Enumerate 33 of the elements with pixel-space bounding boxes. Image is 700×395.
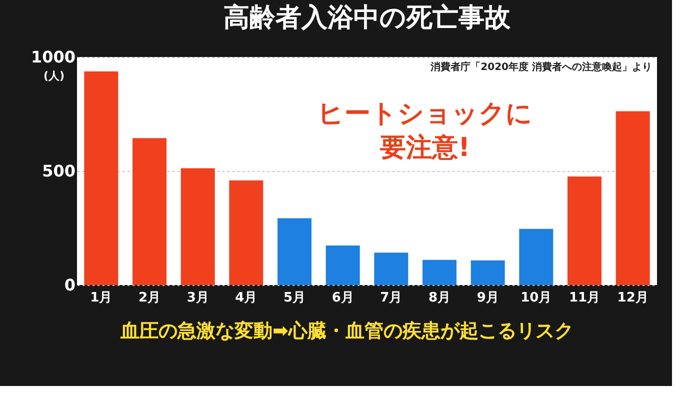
bar xyxy=(519,228,554,285)
bar xyxy=(229,180,264,285)
x-tick-label: 1月 xyxy=(90,290,112,306)
x-tick-label: 4月 xyxy=(235,290,258,306)
text: 血圧の急激な変動➡心臓・血管の疾患が起こるリスク xyxy=(120,320,574,342)
x-tick-label: 6月 xyxy=(332,290,354,306)
annotation: ヒートショックに xyxy=(318,99,532,129)
bar xyxy=(278,218,312,285)
bar xyxy=(568,176,602,285)
x-tick-label: 7月 xyxy=(380,290,402,306)
y-axis-title: (人) xyxy=(44,70,65,82)
x-tick-label: 9月 xyxy=(476,290,499,306)
x-tick-label: 2月 xyxy=(138,290,161,306)
bar xyxy=(470,260,505,285)
annotation: 消費者庁「2020年度 消費者への注意喚起」より xyxy=(430,61,652,73)
bar xyxy=(180,168,215,285)
bar xyxy=(84,71,118,285)
bar xyxy=(616,111,650,285)
y-tick-label: 500 xyxy=(42,162,76,180)
y-tick-label: 1000 xyxy=(30,48,76,66)
x-tick-label: 11月 xyxy=(568,290,600,306)
x-tick-label: 5月 xyxy=(283,290,306,306)
x-tick-label: 10月 xyxy=(520,290,552,306)
bar xyxy=(374,252,408,285)
chart-title: 高齢者入浴中の死亡事故 xyxy=(224,3,512,33)
annotation: 要注意! xyxy=(379,133,470,163)
y-tick-label: 0 xyxy=(64,276,76,294)
x-tick-label: 3月 xyxy=(186,290,209,306)
x-tick-label: 8月 xyxy=(428,290,451,306)
bar xyxy=(132,138,166,285)
bar xyxy=(326,246,360,285)
bar xyxy=(422,260,456,285)
x-tick-label: 12月 xyxy=(617,290,648,306)
